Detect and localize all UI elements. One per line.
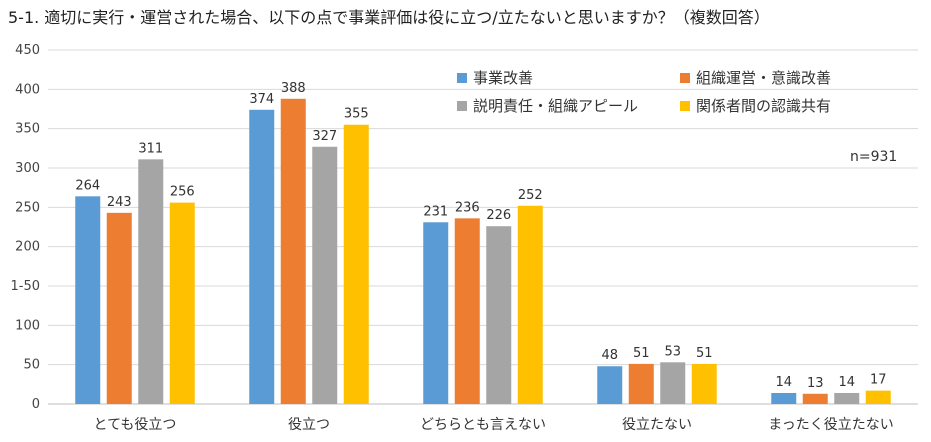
category-label-0: とても役立つ [94,417,177,433]
data-label-3-2: 53 [664,344,681,359]
sample-size-note: n=931 [850,149,897,165]
bar-2-1 [454,218,480,404]
legend-label-2: 説明責任・組織アピール [473,97,638,115]
legend-swatch-2 [457,101,467,111]
bar-4-2 [834,392,860,404]
bar-1-3 [343,124,369,404]
y-tick-label-300: 300 [15,161,40,176]
legend-label-3: 関係者間の認識共有 [696,97,831,115]
data-label-1-1: 388 [281,81,306,96]
bar-0-0 [75,196,101,404]
data-label-0-2: 311 [138,141,163,156]
y-tick-label-400: 400 [15,82,40,97]
data-label-1-3: 355 [344,107,369,122]
bar-4-1 [802,393,828,404]
bar-3-2 [660,362,686,404]
data-label-2-2: 226 [486,208,511,223]
chart-title: 5-1. 適切に実行・運営された場合、以下の点で事業評価は役に立つ/立たないと思… [8,8,770,27]
data-labels: 264 243 311 256 374 388 327 355 231 236 226 252 48 51… [75,81,886,391]
bar-4-3 [865,390,891,404]
legend-label-0: 事業改善 [473,69,533,87]
data-label-2-1: 236 [455,200,480,215]
data-label-0-0: 264 [75,178,100,193]
category-label-2: どちらとも言えない [420,417,546,433]
bar-4-0 [771,392,797,404]
data-label-0-3: 256 [170,185,195,200]
y-tick-label-0: 0 [32,397,40,412]
bar-3-0 [597,366,623,404]
data-label-1-2: 327 [312,129,337,144]
legend-label-1: 組織運営・意識改善 [696,69,831,87]
legend-swatch-3 [680,101,690,111]
category-label-3: 役立たない [622,417,692,433]
bar-1-0 [249,109,275,404]
legend-swatch-1 [680,73,690,83]
bars [75,98,891,405]
category-labels: とても役立つ 役立つ どちらとも言えない 役立たない まったく役立たない [94,417,894,433]
data-label-4-2: 14 [838,375,855,390]
bar-0-1 [106,212,132,404]
data-label-1-0: 374 [249,92,274,107]
y-tick-label-250: 250 [15,200,40,215]
y-tick-label-50: 50 [23,358,40,373]
data-label-2-3: 252 [518,188,543,203]
legend-swatch-0 [457,73,467,83]
y-tick-label-450: 450 [15,43,40,58]
bar-1-1 [280,98,306,405]
bar-3-3 [691,363,717,404]
y-axis-ticks: 0 50 100 1-50 200 250 300 350 400 450 [10,43,40,412]
data-label-3-3: 51 [696,346,713,361]
data-label-4-3: 17 [870,373,887,388]
y-tick-label-150: 1-50 [10,279,40,294]
y-tick-label-200: 200 [15,240,40,255]
bar-2-2 [486,226,512,404]
data-label-2-0: 231 [423,204,448,219]
bar-3-1 [628,363,654,404]
category-label-1: 役立つ [288,417,330,433]
data-label-4-1: 13 [807,376,824,391]
y-tick-label-350: 350 [15,122,40,137]
category-label-4: まったく役立たない [768,417,893,433]
data-label-0-1: 243 [107,195,132,210]
data-label-3-0: 48 [601,348,618,363]
bar-2-0 [423,222,449,404]
bar-0-2 [138,159,164,404]
bar-2-3 [517,205,543,404]
bar-1-2 [312,146,338,404]
data-label-3-1: 51 [633,346,650,361]
y-tick-label-100: 100 [15,318,40,333]
data-label-4-0: 14 [775,375,792,390]
bar-0-3 [169,202,195,404]
